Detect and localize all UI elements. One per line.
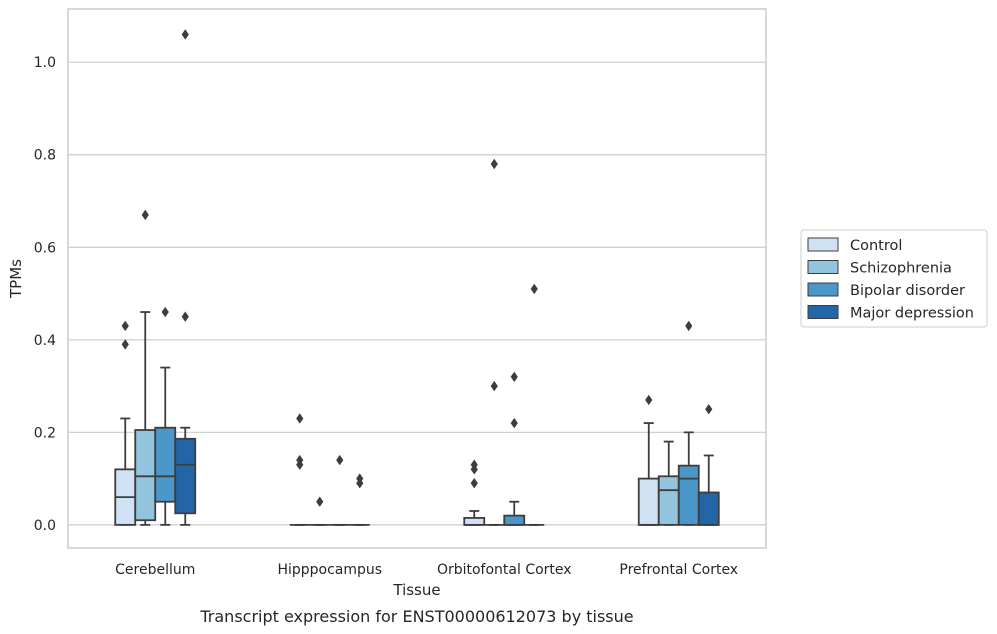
y-tick-label: 1.0 [34,55,56,71]
box-3-3 [697,404,720,526]
outlier-point [490,158,498,170]
legend-label: Schizophrenia [850,261,952,277]
legend-swatch [807,282,839,297]
legend: Control Schizophrenia Bipolar disorder Majo… [800,229,988,328]
outlier-point [510,417,518,429]
legend-swatch [807,237,839,252]
outlier-point [705,404,713,415]
y-axis-ticks: 0.0 0.2 0.4 0.6 0.8 1.0 [34,55,56,534]
y-axis-label: TPMs [7,259,25,299]
outlier-point [316,496,324,507]
outlier-point [181,29,189,40]
box-body [174,437,197,515]
legend-swatch [807,305,839,319]
outlier-point [490,380,498,392]
box-body [503,514,526,526]
legend-label: Major depression [850,306,974,322]
box-body [657,475,680,526]
x-tick-label: Prefrontal Cortex [619,562,738,578]
box-0-3 [174,29,197,526]
y-tick-label: 0.4 [34,333,56,349]
outlier-point [685,320,693,332]
chart-caption: Transcript expression for ENST0000061207… [199,607,633,626]
outlier-point [645,394,653,406]
box-2-2 [503,371,526,526]
y-tick-label: 0.6 [34,240,56,256]
plot-frame [67,8,767,549]
outlier-point [181,311,189,322]
box-1-2 [329,454,350,526]
box-1-3 [349,473,370,526]
x-axis-label: Tissue [392,581,440,599]
x-tick-label: Hipppocampus [277,562,382,578]
box-1-1 [309,496,330,526]
outlier-point [161,306,169,318]
plot-marks [114,29,720,526]
box-body [637,477,660,526]
box-body [154,426,177,503]
box-2-3 [524,283,545,526]
outlier-point [141,209,149,221]
box-0-1 [134,209,157,526]
x-axis-ticks: Cerebellum Hipppocampus Orbitofontal Corte… [115,562,738,578]
outlier-point [121,339,129,350]
box-body [697,491,720,526]
x-tick-label: Cerebellum [115,562,195,578]
outlier-point [470,478,478,489]
x-tick-label: Orbitofontal Cortex [437,562,572,578]
outlier-point [530,283,538,295]
box-body [134,429,157,522]
box-0-2 [154,306,177,526]
box-1-0 [289,413,310,526]
box-3-2 [677,320,700,526]
outlier-point [336,454,344,466]
outlier-point [510,371,518,383]
legend-label: Control [850,238,902,254]
legend-frame [800,229,988,328]
outlier-point [356,473,364,484]
box-body [677,464,700,526]
box-2-0 [463,459,486,526]
outlier-point [121,320,129,332]
box-body [463,517,486,526]
outlier-point [296,454,304,466]
box-2-1 [484,158,505,526]
y-tick-label: 0.8 [34,148,56,164]
y-tick-label: 0.2 [34,425,56,441]
outlier-point [296,413,304,424]
box-3-1 [657,440,680,526]
y-tick-label: 0.0 [34,518,56,534]
box-0-0 [114,320,137,526]
legend-swatch [807,260,839,274]
box-3-0 [637,394,660,526]
outlier-point [470,459,478,470]
legend-label: Bipolar disorder [850,283,965,299]
